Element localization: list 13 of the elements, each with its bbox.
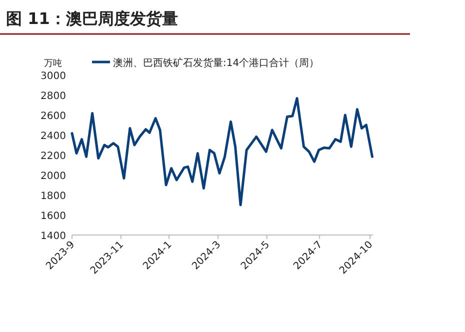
y-tick-label: 2800 <box>40 91 66 102</box>
y-tick-label: 1800 <box>40 191 66 202</box>
y-tick-label: 3000 <box>40 71 66 82</box>
y-tick-label: 2600 <box>40 111 66 122</box>
y-axis-title: 万吨 <box>44 58 62 69</box>
y-tick-label: 1600 <box>40 211 66 222</box>
y-tick-label: 2400 <box>40 131 66 142</box>
chart-title: 图 11：澳巴周度发货量 <box>6 9 178 28</box>
y-tick-label: 1400 <box>40 231 66 242</box>
y-tick-label: 2200 <box>40 151 66 162</box>
line-series <box>70 97 374 206</box>
legend-label: 澳洲、巴西铁矿石发货量:14个港口合计（周） <box>113 57 320 69</box>
y-tick-label: 2000 <box>40 171 66 182</box>
